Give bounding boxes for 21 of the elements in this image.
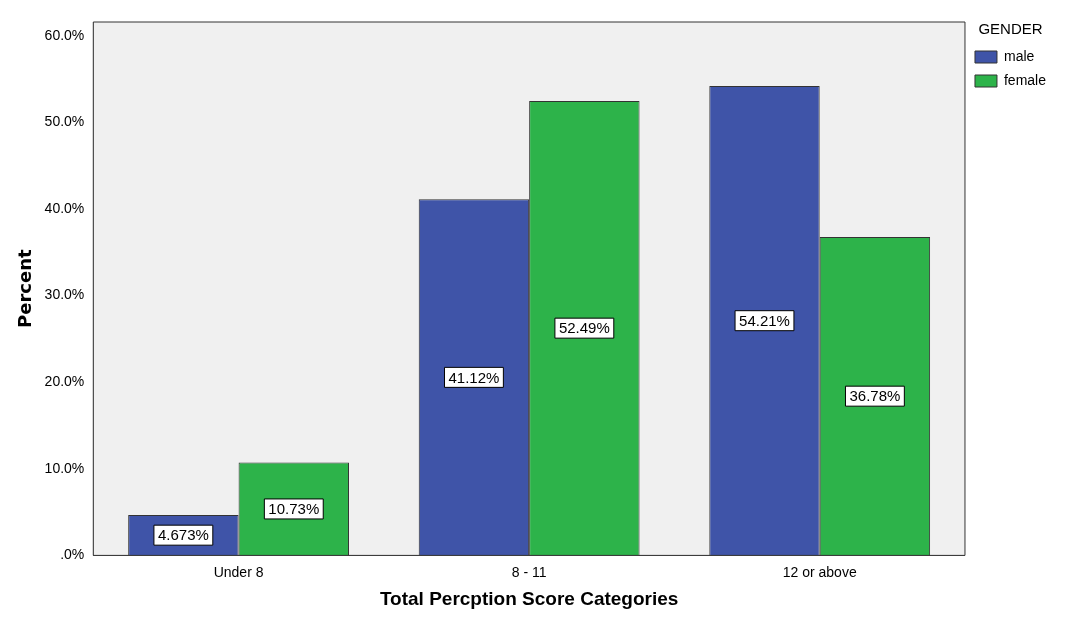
x-tick-label: 8 - 11 bbox=[511, 563, 547, 580]
y-tick-label: 10.0% bbox=[44, 459, 85, 476]
y-tick-label: 50.0% bbox=[44, 113, 85, 130]
y-tick-label: 20.0% bbox=[44, 373, 85, 390]
y-tick-label: .0% bbox=[60, 546, 85, 563]
data-label: 36.78% bbox=[849, 387, 901, 405]
data-label: 10.73% bbox=[268, 500, 320, 518]
x-tick-label: 12 or above bbox=[782, 563, 857, 580]
y-axis-title: Percent bbox=[14, 249, 36, 328]
y-tick-label: 30.0% bbox=[44, 286, 85, 303]
legend-label: female bbox=[1003, 71, 1047, 88]
y-tick-label: 60.0% bbox=[44, 26, 85, 43]
data-label: 41.12% bbox=[448, 368, 500, 386]
data-label: 4.673% bbox=[157, 526, 209, 544]
legend-label: male bbox=[1003, 47, 1035, 64]
data-label: 54.21% bbox=[739, 311, 790, 329]
data-label: 52.49% bbox=[558, 319, 610, 337]
x-axis-title: Total Percption Score Categories bbox=[379, 587, 679, 609]
legend-title: GENDER bbox=[978, 19, 1043, 37]
y-tick-label: 40.0% bbox=[44, 199, 85, 216]
x-tick-label: Under 8 bbox=[213, 563, 264, 580]
